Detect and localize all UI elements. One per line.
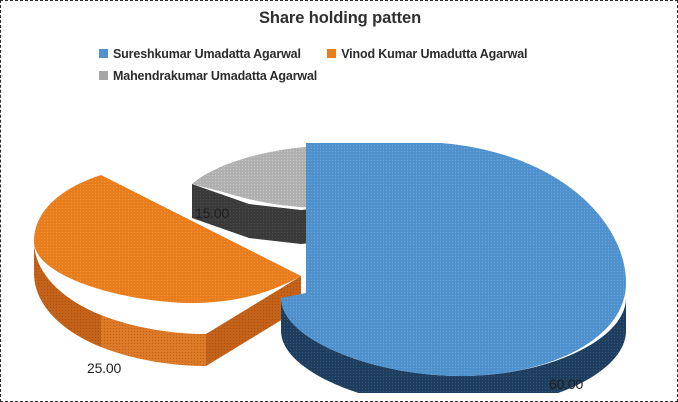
pie-slice-blue-side bbox=[281, 298, 626, 401]
legend-swatch-gray bbox=[99, 70, 108, 80]
legend-swatch-blue bbox=[99, 48, 108, 58]
data-label-gray: 15.00 bbox=[195, 205, 230, 221]
pie-slice-mahendrakumar[interactable] bbox=[192, 146, 331, 244]
pie-slice-orange-cut bbox=[206, 276, 301, 366]
legend-label: Sureshkumar Umadatta Agarwal bbox=[113, 47, 301, 61]
legend-label: Mahendrakumar Umadatta Agarwal bbox=[113, 69, 318, 83]
pie-plot-area: 60.00 25.00 15.00 bbox=[1, 93, 677, 401]
legend-row: Mahendrakumar Umadatta Agarwal bbox=[99, 67, 599, 89]
pie-slice-sureshkumar[interactable] bbox=[281, 143, 626, 401]
legend-item-vinod-kumar[interactable]: Vinod Kumar Umadutta Agarwal bbox=[327, 45, 527, 67]
legend-item-sureshkumar[interactable]: Sureshkumar Umadatta Agarwal bbox=[99, 45, 301, 67]
legend-swatch-orange bbox=[327, 48, 337, 58]
pie-slice-gray-top bbox=[192, 146, 331, 208]
pie-slice-blue-top bbox=[281, 143, 626, 376]
pie-slice-vinod-kumar[interactable] bbox=[34, 175, 301, 366]
chart-legend: Sureshkumar Umadatta Agarwal Vinod Kumar… bbox=[99, 45, 599, 89]
pie-slice-orange-rim bbox=[34, 241, 101, 347]
pie-slice-gray-side bbox=[192, 184, 331, 244]
legend-item-mahendrakumar[interactable]: Mahendrakumar Umadatta Agarwal bbox=[99, 67, 317, 89]
pie-slice-orange-side bbox=[101, 315, 206, 366]
legend-label: Vinod Kumar Umadutta Agarwal bbox=[341, 47, 528, 61]
legend-row: Sureshkumar Umadatta Agarwal Vinod Kumar… bbox=[99, 45, 599, 67]
pie-slice-orange-top bbox=[34, 175, 301, 303]
data-label-orange: 25.00 bbox=[87, 360, 122, 376]
chart-title: Share holding patten bbox=[258, 9, 422, 27]
pie-chart-svg bbox=[34, 143, 626, 401]
data-label-blue: 60.00 bbox=[549, 376, 584, 392]
